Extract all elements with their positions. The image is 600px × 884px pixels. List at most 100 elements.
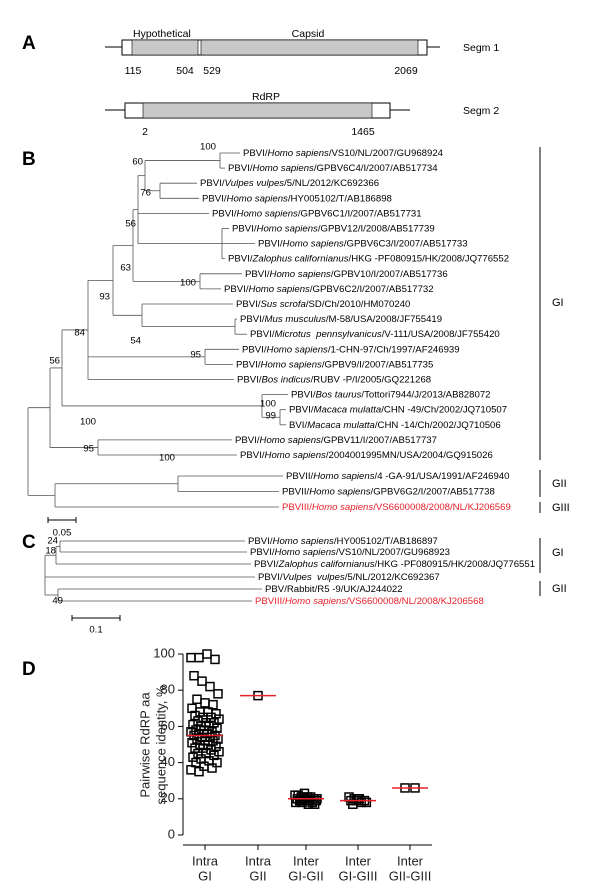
leaf-label-part: /HY005102/T/AB186898 — [288, 193, 392, 204]
data-point — [197, 676, 207, 686]
leaf-label-part: PBVIII/ — [255, 596, 285, 607]
leaf-label: BVI/Macaca mulatta/CHN -14/Ch/2002/JQ710… — [289, 419, 501, 430]
leaf-label-part: /VS10/NL/2007/GU968924 — [329, 148, 444, 159]
data-point — [202, 649, 212, 659]
leaf-label-part: /4 -GA-91/USA/1991/AF246940 — [375, 471, 510, 482]
leaf-label-part: PBVI/ — [235, 434, 260, 445]
data-point — [194, 766, 204, 777]
leaf-label-part: PBVII/ — [282, 486, 310, 497]
leaf-label-part: PBVI/ — [242, 344, 267, 355]
position-label: 2069 — [394, 65, 418, 77]
leaf-label-part: Homo sapiens — [312, 502, 374, 513]
leaf-label-part: /CHN -14/Ch/2002/JQ710506 — [375, 419, 501, 430]
leaf-label: PBVI/Homo sapiens/GPBV12/I/2008/AB517739 — [232, 223, 435, 234]
leaf-label: PBVI/Vulpes vulpes/5/NL/2012/KC692367 — [258, 572, 440, 583]
leaf-label-part: Homo sapiens — [267, 344, 329, 355]
leaf-label-part: Macaca mulatta — [307, 419, 375, 430]
leaf-label-part: Homo sapiens — [313, 471, 375, 482]
leaf-label-part: PBVII/ — [286, 471, 314, 482]
leaf-label-part: Homo sapiens — [309, 486, 371, 497]
x-tick-label: Intra — [245, 853, 272, 868]
x-tick-label: Intra — [192, 853, 219, 868]
y-tick-label: 80 — [161, 682, 175, 697]
x-tick-label: GII-GIII — [389, 868, 432, 883]
leaf-label-part: /5/NL/2012/KC692366 — [284, 178, 379, 189]
leaf-label-part: PBVI/ — [254, 559, 279, 570]
position-label: 115 — [125, 65, 142, 77]
panel-letter: C — [22, 532, 36, 553]
leaf-label-part: PBVI/ — [245, 268, 270, 279]
x-tick-label: Inter — [293, 853, 320, 868]
bootstrap-label: 18 — [45, 546, 56, 557]
leaf-label-part: PBVI/ — [258, 572, 283, 583]
y-axis-label: sequence identity, % — [153, 685, 168, 804]
data-point — [353, 794, 363, 804]
leaf-label-part: Homo sapiens — [285, 596, 347, 607]
leaf-label-part: PBVI/ — [240, 314, 265, 325]
data-point — [205, 681, 215, 692]
leaf-label-part: /2004001995MN/USA/2004/GQ915026 — [326, 450, 493, 461]
leaf-label: PBVII/Homo sapiens/4 -GA-91/USA/1991/AF2… — [286, 471, 509, 482]
data-point — [189, 670, 199, 681]
position-label: 529 — [203, 65, 221, 77]
data-point — [305, 792, 316, 802]
leaf-label-part: PBV/Rabbit/R5 -9/UK/AJ244022 — [265, 584, 403, 595]
leaf-label-part: /CHN -49/Ch/2002/JQ710507 — [381, 404, 507, 415]
leaf-label-part: Homo sapiens — [283, 238, 345, 249]
panel-letter: D — [22, 659, 36, 680]
bootstrap-label: 56 — [125, 219, 136, 230]
leaf-label-part: PBVI/ — [258, 238, 283, 249]
leaf-label: PBVI/Microtus pennsylvanicus/V-111/USA/2… — [250, 329, 500, 340]
leaf-label-part: PBVI/ — [248, 536, 273, 547]
leaf-label-part: Zalophus californianus — [252, 253, 349, 264]
data-point — [213, 689, 223, 699]
leaf-label: PBVI/Homo sapiens/VS10/NL/2007/GU968923 — [250, 547, 450, 558]
leaf-label: PBVI/Macaca mulatta/CHN -49/Ch/2002/JQ71… — [289, 404, 507, 415]
leaf-label-part: Sus scrofa — [261, 299, 306, 310]
leaf-label-part: /VS10/NL/2007/GU968923 — [336, 547, 450, 558]
leaf-label-part: Homo sapiens — [270, 268, 332, 279]
leaf-label-part: Homo sapiens — [275, 547, 337, 558]
leaf-label-part: PBVI/ — [200, 178, 225, 189]
leaf-label-part: PBVI/ — [228, 253, 253, 264]
leaf-label: PBVI/Homo sapiens/HY005102/T/AB186897 — [248, 536, 438, 547]
x-tick-label: GII — [249, 868, 266, 883]
leaf-label-part: /GPBV9/I/2007/AB517735 — [322, 359, 433, 370]
leaf-label-part: Bos indicus — [262, 374, 311, 385]
region-label: Hypothetical — [133, 28, 191, 40]
position-label: 1465 — [351, 126, 375, 138]
leaf-label: PBVI/Homo sapiens/HY005102/T/AB186898 — [202, 193, 392, 204]
leaf-label-part: Homo sapiens — [257, 223, 319, 234]
leaf-label-part: PBVI/ — [291, 389, 316, 400]
bootstrap-label: 95 — [83, 444, 94, 455]
leaf-label-part: PBVI/ — [228, 163, 253, 174]
region-label: Capsid — [292, 28, 325, 40]
leaf-label-part: BVI/ — [289, 419, 307, 430]
bootstrap-label: 56 — [49, 356, 60, 367]
segment-name: Segm 2 — [463, 105, 499, 117]
x-tick-label: Inter — [345, 853, 372, 868]
leaf-label-part: Homo sapiens — [249, 283, 311, 294]
bootstrap-label: 49 — [52, 596, 63, 607]
leaf-label: PBVI/Homo sapiens/GPBV6C2/I/2007/AB51773… — [224, 283, 434, 294]
leaf-label-part: /Tottori7944/J/2013/AB828072 — [361, 389, 490, 400]
leaf-label: PBVI/Homo sapiens/GPBV6C4/I/2007/AB51773… — [228, 163, 438, 174]
panel-letter: A — [22, 33, 36, 54]
leaf-label-part: PBVI/ — [236, 359, 261, 370]
bootstrap-label: 84 — [74, 328, 85, 339]
leaf-label-part: PBVI/ — [237, 374, 262, 385]
leaf-label-part: PBVI/ — [212, 208, 237, 219]
leaf-label: PBVI/Homo sapiens/GPBV6C1/I/2007/AB51773… — [212, 208, 422, 219]
leaf-label-part: Zalophus californianus — [278, 559, 375, 570]
data-point — [194, 652, 204, 663]
bootstrap-label: 60 — [132, 157, 143, 168]
leaf-label-part: /GPBV6C3/I/2007/AB517733 — [344, 238, 468, 249]
leaf-label-part: /5/NL/2012/KC692367 — [345, 572, 440, 583]
leaf-label: PBVI/Homo sapiens/GPBV10/I/2007/AB517736 — [245, 268, 448, 279]
leaf-label-part: /VS6600008/2008/NL/KJ206569 — [373, 502, 511, 513]
leaf-label-part: /V-111/USA/2008/JF755420 — [382, 329, 500, 340]
clade-label: GII — [552, 478, 567, 490]
hypothetical-region — [131, 39, 199, 56]
